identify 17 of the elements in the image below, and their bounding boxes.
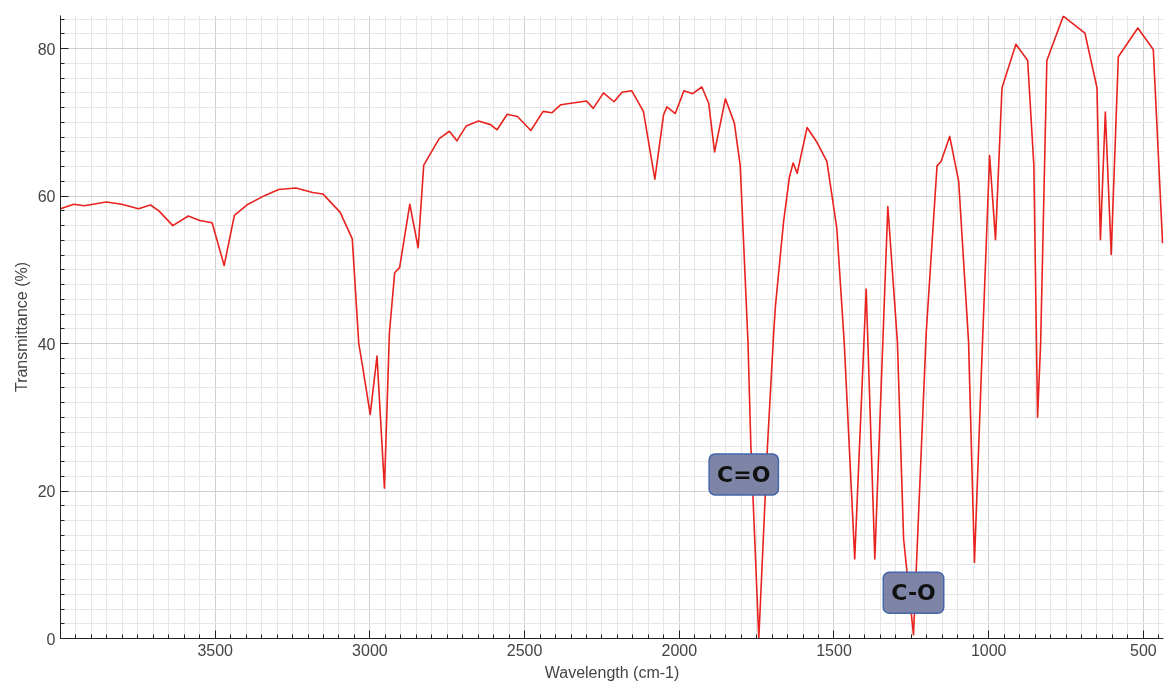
x-tick-label: 500 — [1130, 641, 1157, 659]
x-axis-title: Wavelength (cm-1) — [544, 663, 680, 681]
y-tick-label: 0 — [46, 630, 56, 648]
annotation: C-O — [891, 580, 936, 606]
y-tick-label: 80 — [37, 40, 56, 58]
y-axis-title: Transmittance (%) — [12, 261, 30, 393]
x-tick-label: 1500 — [816, 641, 852, 659]
x-tick-label: 1000 — [970, 641, 1007, 659]
line-series — [60, 15, 1164, 639]
x-tick-label: 3000 — [352, 641, 388, 659]
y-tick-label: 60 — [37, 188, 56, 206]
annotation: C=O — [717, 461, 771, 487]
x-tick-label: 2000 — [661, 641, 698, 659]
y-tick-label: 40 — [37, 335, 56, 353]
y-tick-label: 20 — [37, 483, 56, 501]
x-tick-label: 3500 — [197, 641, 234, 659]
x-tick-label: 2500 — [506, 641, 543, 659]
